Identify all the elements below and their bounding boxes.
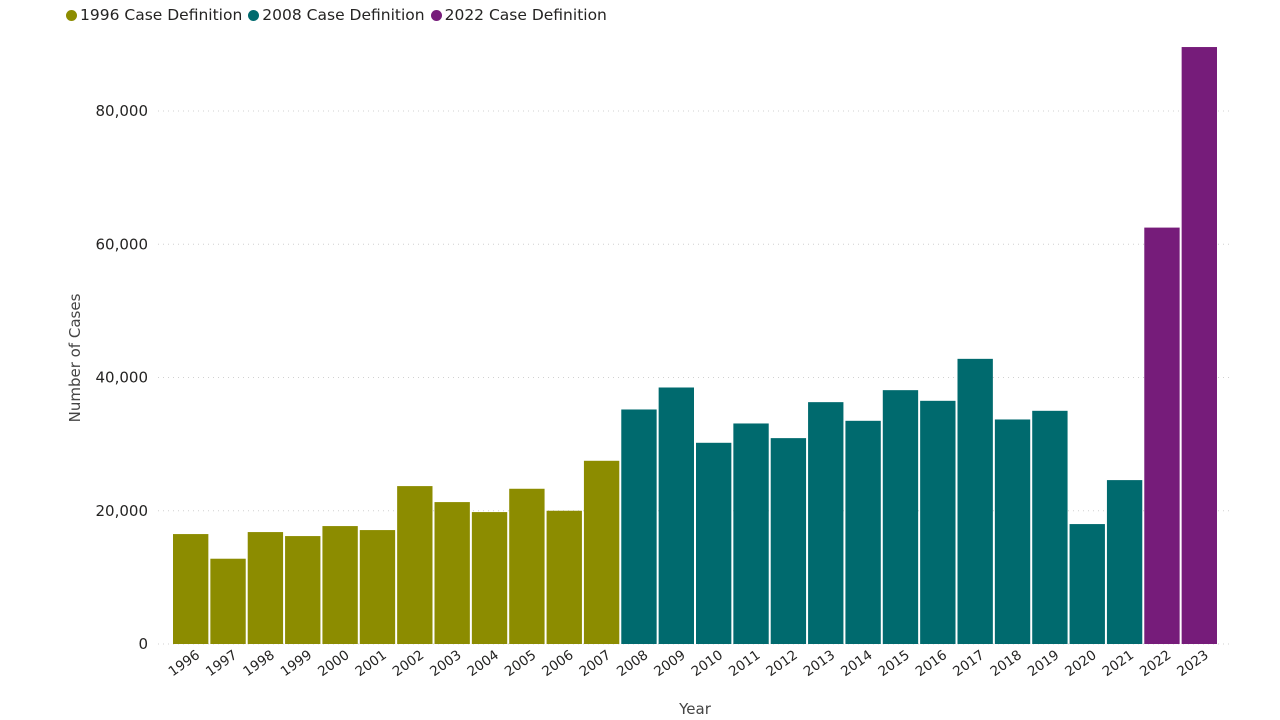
x-tick-label: 2004 xyxy=(465,647,502,680)
bar-2014[interactable] xyxy=(845,420,881,644)
x-tick-label: 2011 xyxy=(726,647,763,680)
x-tick-label: 1997 xyxy=(203,647,240,680)
x-tick-label: 1998 xyxy=(240,647,277,680)
x-tick-label: 2003 xyxy=(427,647,464,680)
x-tick-label: 2010 xyxy=(689,647,726,680)
x-tick-label: 2013 xyxy=(801,647,838,680)
x-tick-label: 2008 xyxy=(614,647,651,680)
x-tick-label: 2006 xyxy=(539,647,576,680)
bar-2009[interactable] xyxy=(658,387,694,644)
bar-2004[interactable] xyxy=(471,512,508,644)
x-tick-label: 2009 xyxy=(651,647,688,680)
x-tick-label: 2021 xyxy=(1100,647,1137,680)
y-tick-label: 60,000 xyxy=(96,235,149,253)
x-tick-label: 2018 xyxy=(988,647,1025,680)
bar-1997[interactable] xyxy=(210,558,246,644)
x-tick-label: 1996 xyxy=(166,647,203,680)
legend-marker-icon xyxy=(66,9,77,21)
x-tick-label: 2016 xyxy=(913,647,950,680)
y-tick-label: 0 xyxy=(138,635,148,653)
bar-2002[interactable] xyxy=(397,486,433,644)
x-tick-label: 2007 xyxy=(577,647,614,680)
x-axis-title: Year xyxy=(678,700,712,718)
bar-2005[interactable] xyxy=(509,488,545,644)
x-tick-label: 2002 xyxy=(390,647,427,680)
bar-2011[interactable] xyxy=(733,423,769,644)
bar-1998[interactable] xyxy=(247,532,284,644)
x-axis: 1996 1997 1998 1999 2000 2001 2002 2003 2004 2005… xyxy=(166,647,1212,680)
x-tick-label: 2020 xyxy=(1062,647,1099,680)
bar-2020[interactable] xyxy=(1069,524,1105,644)
bar-2008[interactable] xyxy=(621,409,657,644)
x-tick-label: 2017 xyxy=(950,647,987,680)
bar-2007[interactable] xyxy=(583,460,620,644)
x-tick-label: 2012 xyxy=(763,647,800,680)
bar-2013[interactable] xyxy=(808,402,844,644)
x-tick-label: 2000 xyxy=(315,647,352,680)
bar-2000[interactable] xyxy=(322,526,358,644)
legend: 1996 Case Definition 2008 Case Definitio… xyxy=(66,6,613,24)
bar-2010[interactable] xyxy=(696,442,732,644)
x-tick-label: 2001 xyxy=(352,647,389,680)
bars xyxy=(173,47,1217,645)
x-tick-label: 1999 xyxy=(278,647,315,680)
y-tick-label: 20,000 xyxy=(96,502,149,520)
legend-item-1996[interactable]: 1996 Case Definition xyxy=(66,6,242,24)
legend-item-2022[interactable]: 2022 Case Definition xyxy=(430,6,607,24)
bar-1996[interactable] xyxy=(173,534,209,644)
legend-label: 2008 Case Definition xyxy=(262,6,425,24)
bar-2021[interactable] xyxy=(1106,480,1143,644)
bar-2017[interactable] xyxy=(957,358,993,644)
bar-2018[interactable] xyxy=(994,419,1031,644)
x-tick-label: 2014 xyxy=(838,647,875,680)
bar-2015[interactable] xyxy=(882,390,919,644)
y-axis: 0 20,000 40,000 60,000 80,000 xyxy=(96,102,149,653)
x-tick-label: 2015 xyxy=(875,647,912,680)
legend-marker-icon xyxy=(248,9,260,21)
y-tick-label: 40,000 xyxy=(96,369,149,387)
bar-2016[interactable] xyxy=(920,400,956,644)
legend-label: 2022 Case Definition xyxy=(444,6,607,24)
legend-label: 1996 Case Definition xyxy=(80,6,243,24)
bar-1999[interactable] xyxy=(285,536,321,644)
bar-2001[interactable] xyxy=(359,530,396,644)
x-tick-label: 2023 xyxy=(1174,647,1211,680)
x-tick-label: 2005 xyxy=(502,647,539,680)
bar-2023[interactable] xyxy=(1181,47,1217,645)
y-tick-label: 80,000 xyxy=(96,102,149,120)
legend-marker-icon xyxy=(430,9,442,21)
legend-item-2008[interactable]: 2008 Case Definition xyxy=(248,6,425,24)
bar-2019[interactable] xyxy=(1032,410,1068,644)
x-tick-label: 2019 xyxy=(1025,647,1062,680)
x-tick-label: 2022 xyxy=(1137,647,1174,680)
bar-2012[interactable] xyxy=(770,438,807,644)
bar-2006[interactable] xyxy=(546,510,582,644)
bar-2022[interactable] xyxy=(1144,227,1180,644)
bar-2003[interactable] xyxy=(434,502,470,644)
y-axis-title: Number of Cases xyxy=(66,293,84,422)
